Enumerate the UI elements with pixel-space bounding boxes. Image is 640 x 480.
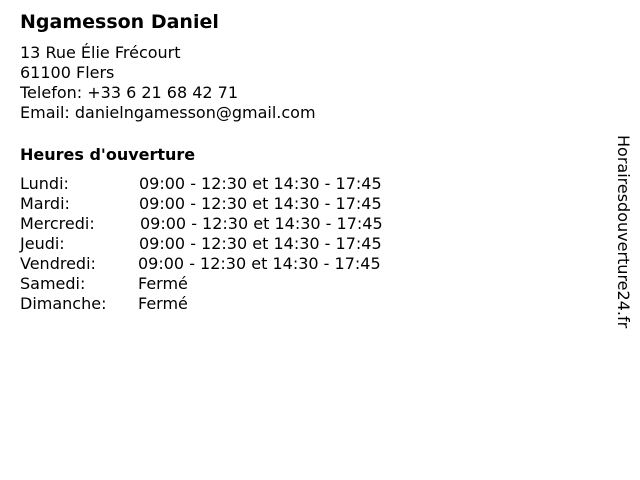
- day-label: Dimanche:: [20, 294, 107, 313]
- business-name: Ngamesson Daniel: [20, 11, 219, 33]
- day-label: Lundi:: [20, 174, 69, 193]
- address-city: 61100 Flers: [20, 63, 115, 82]
- day-label: Mardi:: [20, 194, 70, 213]
- day-hours: 09:00 - 12:30 et 14:30 - 17:45: [139, 174, 382, 193]
- day-hours: 09:00 - 12:30 et 14:30 - 17:45: [139, 194, 382, 213]
- hours-heading: Heures d'ouverture: [20, 145, 196, 164]
- day-label: Vendredi:: [20, 254, 96, 273]
- day-label: Mercredi:: [20, 214, 95, 233]
- phone: Telefon: +33 6 21 68 42 71: [20, 83, 239, 102]
- day-label: Jeudi:: [20, 234, 65, 253]
- hours-table: Lundi: 09:00 - 12:30 et 14:30 - 17:45 Mar…: [20, 174, 440, 314]
- hours-row: Lundi: 09:00 - 12:30 et 14:30 - 17:45: [20, 174, 440, 194]
- hours-row: Jeudi: 09:00 - 12:30 et 14:30 - 17:45: [20, 234, 440, 254]
- day-hours: 09:00 - 12:30 et 14:30 - 17:45: [140, 214, 383, 233]
- hours-row: Samedi: Fermé: [20, 274, 440, 294]
- day-label: Samedi:: [20, 274, 86, 293]
- hours-row: Dimanche: Fermé: [20, 294, 440, 314]
- hours-row: Mercredi: 09:00 - 12:30 et 14:30 - 17:45: [20, 214, 440, 234]
- hours-row: Vendredi: 09:00 - 12:30 et 14:30 - 17:45: [20, 254, 440, 274]
- address-street: 13 Rue Élie Frécourt: [20, 43, 181, 62]
- watermark-text: Horairesdouverture24.fr: [614, 135, 633, 329]
- email: Email: danielngamesson@gmail.com: [20, 103, 316, 122]
- day-hours: Fermé: [138, 274, 188, 293]
- day-hours: 09:00 - 12:30 et 14:30 - 17:45: [139, 234, 382, 253]
- day-hours: Fermé: [138, 294, 188, 313]
- hours-row: Mardi: 09:00 - 12:30 et 14:30 - 17:45: [20, 194, 440, 214]
- day-hours: 09:00 - 12:30 et 14:30 - 17:45: [138, 254, 381, 273]
- contact-block: 13 Rue Élie Frécourt 61100 Flers Telefon…: [20, 43, 316, 123]
